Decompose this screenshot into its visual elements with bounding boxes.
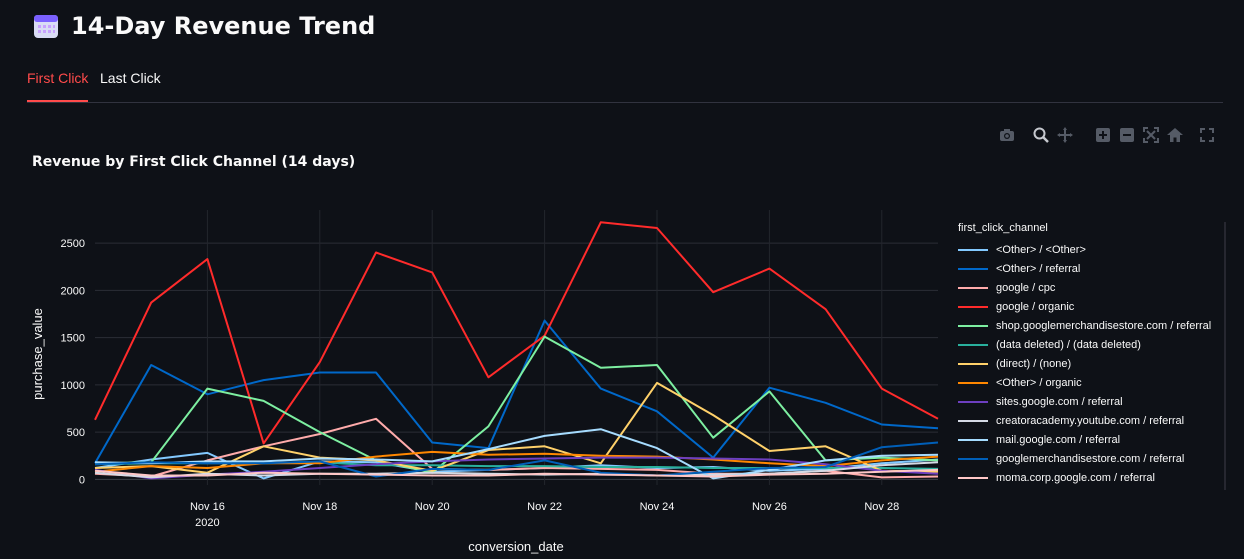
zoom-icon[interactable] [1032,126,1050,144]
tab-last-click[interactable]: Last Click [100,70,161,86]
legend-item[interactable]: moma.corp.google.com / referral [958,468,1211,487]
legend-label: mail.google.com / referral [996,433,1121,446]
series-line[interactable] [94,468,939,478]
series-line[interactable] [94,428,939,480]
legend-swatch [958,286,988,289]
legend-item[interactable]: googlemerchandisestore.com / referral [958,449,1211,468]
legend-swatch [958,381,988,384]
legend-item[interactable]: <Other> / referral [958,259,1211,278]
legend-item[interactable]: shop.googlemerchandisestore.com / referr… [958,316,1211,335]
legend-swatch [958,343,988,346]
pan-icon[interactable] [1056,126,1074,144]
chart-lines [94,221,939,480]
x-tick-label: Nov 24 [640,501,675,513]
x-tick-label: Nov 22 [527,501,562,513]
legend-swatch [958,248,988,251]
legend-label: <Other> / referral [996,262,1081,275]
camera-icon[interactable] [998,126,1016,144]
chart-title: Revenue by First Click Channel (14 days) [32,154,356,170]
x-tick-label: Nov 16 [190,501,225,513]
chart-ticks: 0 500 1000 1500 2000 2500 Nov 16 2020 Nov 18 Nov … [61,238,900,529]
y-tick-label: 1500 [61,333,85,345]
x-tick-label: Nov 28 [864,501,899,513]
y-tick-label: 1000 [61,380,85,392]
legend-item[interactable]: <Other> / organic [958,373,1211,392]
legend-swatch [958,324,988,327]
legend-item[interactable]: (direct) / (none) [958,354,1211,373]
legend-swatch [958,457,988,460]
y-tick-label: 2500 [61,238,85,250]
legend-swatch [958,438,988,441]
chart-legend: first_click_channel <Other> / <Other> <Ot… [958,222,1211,487]
series-line[interactable] [94,319,939,464]
legend-swatch [958,305,988,308]
y-tick-label: 2000 [61,285,85,297]
legend-item[interactable]: google / cpc [958,278,1211,297]
legend-swatch [958,476,988,479]
legend-item[interactable]: google / organic [958,297,1211,316]
legend-title: first_click_channel [958,222,1048,234]
chart-modebar [998,126,1216,144]
x-tick-label: Nov 18 [302,501,337,513]
legend-item[interactable]: (data deleted) / (data deleted) [958,335,1211,354]
autoscale-icon[interactable] [1142,126,1160,144]
legend-swatch [958,362,988,365]
fullscreen-icon[interactable] [1198,126,1216,144]
legend-label: <Other> / organic [996,376,1082,389]
calendar-icon [32,12,60,40]
y-tick-label: 0 [79,474,85,486]
page-title: 14-Day Revenue Trend [71,12,376,40]
legend-swatch [958,267,988,270]
legend-label: google / organic [996,300,1075,313]
series-line[interactable] [94,221,939,445]
legend-scrollbar[interactable] [1224,222,1226,490]
legend-label: (direct) / (none) [996,357,1072,370]
page-header: 14-Day Revenue Trend [32,12,375,40]
x-tick-label: Nov 20 [415,501,450,513]
x-tick-label: Nov 26 [752,501,787,513]
y-tick-label: 500 [67,427,85,439]
legend-label: shop.googlemerchandisestore.com / referr… [996,319,1212,332]
legend-label: <Other> / <Other> [996,243,1086,256]
legend-item[interactable]: mail.google.com / referral [958,430,1211,449]
tab-first-click[interactable]: First Click [27,70,89,102]
legend-item[interactable]: sites.google.com / referral [958,392,1211,411]
x-tick-label: 2020 [195,517,219,529]
legend-label: googlemerchandisestore.com / referral [996,452,1185,465]
zoom-out-icon[interactable] [1118,126,1136,144]
tab-bar: First Click Last Click [27,64,1223,103]
legend-label: (data deleted) / (data deleted) [996,338,1141,351]
series-line[interactable] [94,335,939,474]
legend-swatch [958,419,988,422]
legend-label: google / cpc [996,281,1056,294]
x-axis-label: conversion_date [468,539,563,554]
legend-label: creatoracademy.youtube.com / referral [996,414,1185,427]
series-line[interactable] [94,381,939,474]
home-icon[interactable] [1166,126,1184,144]
zoom-in-icon[interactable] [1094,126,1112,144]
legend-swatch [958,400,988,403]
series-line[interactable] [94,441,939,478]
legend-item[interactable]: creatoracademy.youtube.com / referral [958,411,1211,430]
legend-label: sites.google.com / referral [996,395,1123,408]
legend-item[interactable]: <Other> / <Other> [958,240,1211,259]
y-axis-label: purchase_value [30,308,45,400]
legend-label: moma.corp.google.com / referral [996,471,1155,484]
